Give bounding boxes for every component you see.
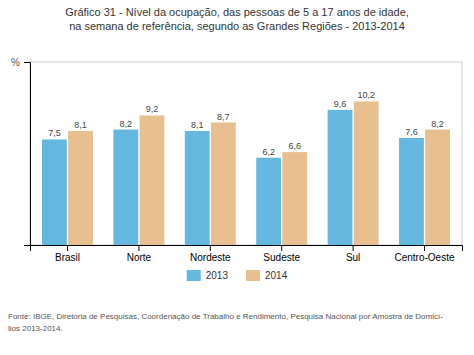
- bar: [425, 130, 450, 245]
- data-label: 8,7: [217, 112, 230, 122]
- bar: [354, 101, 379, 245]
- plot: 7,5 8,2 8,1 6,2 9,6 7,6 8,1 9,2 8,7 6,6 10,2 8,2 Bra…: [24, 62, 463, 263]
- bar: [211, 123, 236, 245]
- legend-swatch: [246, 270, 260, 281]
- x-tick-label: Nordeste: [190, 252, 231, 263]
- x-tick: Centro-Oeste: [394, 245, 454, 263]
- y-axis-line: [24, 63, 31, 246]
- x-tick: Sudeste: [263, 245, 300, 263]
- x-tick-mark: [353, 245, 354, 251]
- x-axis: Brasil Norte Nordeste Sudeste Sul Centro-Oest…: [31, 245, 463, 263]
- x-tick-label: Sul: [346, 252, 360, 263]
- data-label: 10,2: [357, 90, 375, 100]
- x-tick-label: Centro-Oeste: [394, 252, 454, 263]
- x-tick-mark: [210, 245, 211, 251]
- x-tick-mark: [424, 245, 425, 251]
- bar: [256, 158, 281, 245]
- x-tick-label: Sudeste: [263, 252, 300, 263]
- x-tick-label: Brasil: [55, 252, 80, 263]
- x-axis-line: [31, 246, 463, 252]
- footnote: lios 2013-2014.: [8, 324, 63, 333]
- bar: [42, 139, 67, 245]
- bar-series: [68, 101, 450, 245]
- y-label: %: [11, 57, 20, 68]
- bar: [185, 131, 210, 245]
- footnote: Fonte: IBGE, Diretoria de Pesquisas, Coo…: [8, 312, 443, 321]
- legend-label: 2014: [265, 270, 288, 281]
- y-axis: [24, 63, 31, 246]
- x-tick-mark: [67, 245, 68, 251]
- bar: [113, 130, 138, 245]
- bar: [68, 131, 93, 245]
- data-label: 9,2: [146, 104, 159, 114]
- bar: [140, 115, 165, 245]
- title: na semana de referência, segundo as Gran…: [69, 20, 405, 32]
- legend-swatch: [187, 270, 201, 281]
- data-label: 7,6: [405, 127, 418, 137]
- bar: [282, 152, 307, 245]
- legend-label: 2013: [206, 270, 229, 281]
- data-label: 8,1: [74, 120, 87, 130]
- data-label: 6,6: [289, 141, 302, 151]
- x-tick: Sul: [346, 245, 360, 263]
- chart: Gráfico 31 - Nível da ocupação, das pess…: [0, 0, 474, 355]
- data-labels: 7,5 8,2 8,1 6,2 9,6 7,6 8,1 9,2 8,7 6,6 10,2 8,2: [48, 90, 444, 156]
- x-tick-mark: [138, 245, 139, 251]
- x-tick: Brasil: [55, 245, 80, 263]
- data-label: 9,6: [334, 99, 347, 109]
- bars: [42, 101, 450, 245]
- legend-item: 2013: [187, 270, 229, 281]
- bar: [328, 110, 353, 245]
- legend: 2013 2014: [187, 270, 288, 281]
- data-label: 8,1: [191, 120, 204, 130]
- data-label: 6,2: [262, 147, 275, 157]
- plot-frame: [30, 62, 462, 245]
- x-tick: Nordeste: [190, 245, 231, 263]
- data-label: 8,2: [431, 119, 444, 129]
- x-tick: Norte: [127, 245, 152, 263]
- data-label: 7,5: [48, 128, 61, 138]
- legend-item: 2014: [246, 270, 288, 281]
- data-label: 8,2: [120, 119, 133, 129]
- bar: [399, 138, 424, 245]
- title: Gráfico 31 - Nível da ocupação, das pess…: [65, 6, 409, 18]
- x-tick-label: Norte: [127, 252, 152, 263]
- x-tick-mark: [281, 245, 282, 251]
